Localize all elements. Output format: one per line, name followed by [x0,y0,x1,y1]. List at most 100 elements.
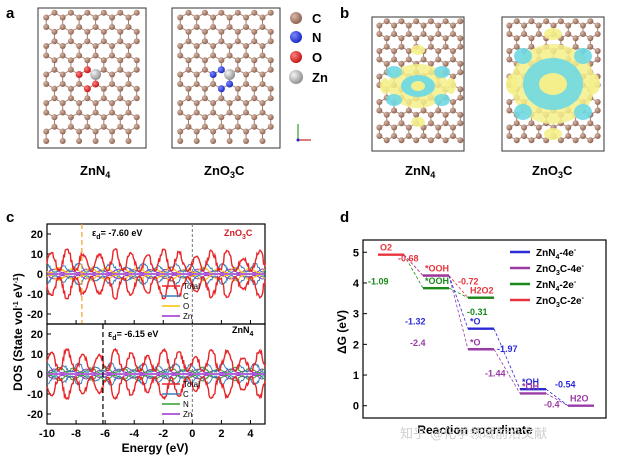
carbon-atom [267,66,274,73]
y-tick-label: 4 [353,278,360,290]
carbon-atom [67,66,74,73]
carbon-atom [398,43,405,50]
carbon-atom [376,99,383,105]
carbon-atom [259,128,266,135]
carbon-atom [457,94,464,101]
carbon-atom [587,35,594,42]
carbon-atom [210,14,217,21]
carbon-atom [457,18,464,25]
carbon-atom [587,18,594,25]
connector [545,388,569,407]
carbon-atom [201,95,208,102]
zno3c-charge-isosurface [506,28,600,140]
carbon-atom [405,133,412,139]
carbon-atom [435,107,442,114]
carbon-atom [376,22,383,29]
carbon-atom [557,137,564,144]
carbon-atom [185,66,192,73]
carbon-atom [457,69,464,76]
level-label: *O [470,337,481,347]
carbon-atom [133,85,140,92]
carbon-atom [251,9,258,16]
carbon-atom [177,43,184,49]
carbon-atom [435,56,442,63]
y-tick-label: 20 [31,329,43,341]
y-tick-label: 0 [37,269,43,281]
carbon-atom [133,95,140,102]
y-tick-label: 0 [353,401,359,413]
carbon-atom [51,123,58,130]
carbon-atom [420,22,427,29]
carbon-atom [449,31,456,37]
carbon-atom [201,38,208,45]
carbon-atom [201,57,208,64]
panel-b-label: b [340,5,349,22]
carbon-atom [185,123,192,130]
y-tick-label: 10 [31,349,43,361]
carbon-atom [427,111,434,118]
carbon-atom [109,71,116,78]
carbon-atom [193,128,200,135]
dos-series-c-up [46,262,266,274]
carbon-atom [587,120,594,127]
carbon-atom [579,133,586,139]
carbon-atom [67,38,74,45]
y-tick-label: 0 [37,369,43,381]
level-label: *OH [522,377,539,387]
carbon-atom [125,100,132,106]
carbon-atom [59,138,66,144]
panel-b-caption-znn4: ZnN4 [405,163,435,180]
carbon-atom [449,107,456,114]
carbon-atom [391,22,398,29]
carbon-atom [267,28,274,35]
carbon-atom [125,81,132,87]
carbon-atom [76,128,83,135]
element-legend: C N O Zn [289,11,328,85]
carbon-atom [251,123,258,130]
carbon-atom [391,124,398,131]
carbon-atom [251,95,258,102]
carbon-atom [117,57,124,64]
carbon-atom [383,35,390,42]
top-d-band-center-label: εd= -7.60 eV [92,228,142,241]
carbon-atom [67,95,74,102]
legend-o: O [312,50,322,65]
carbon-atom [243,14,250,21]
dopant-atom [217,66,225,74]
carbon-atom [43,52,50,59]
level-label: *OH [522,381,539,391]
carbon-atom [133,57,140,64]
legend-zn: Zn [312,70,328,85]
carbon-atom [267,123,274,130]
carbon-atom [251,114,258,121]
dopant-atom [209,71,217,78]
legend-label-zn: Zn [183,410,192,419]
carbon-atom [521,124,528,131]
carbon-atom [413,35,420,42]
carbon-atom [243,24,250,30]
carbon-atom [226,109,233,116]
carbon-atom [572,43,579,50]
carbon-atom [513,35,520,42]
dopant-atom [83,85,91,93]
carbon-atom [201,66,208,73]
carbon-atom [449,22,456,29]
carbon-atom [506,48,513,54]
carbon-atom [100,114,107,121]
dos-series-total-down [46,274,266,300]
zinc-atom [224,69,236,80]
carbon-atom [579,31,586,37]
carbon-atom [51,9,58,16]
carbon-atom [535,133,542,139]
carbon-atom [535,22,542,29]
carbon-atom [76,14,83,21]
x-tick-label: -2 [158,428,168,440]
carbon-atom [259,109,266,116]
carbon-atom [594,124,601,131]
carbon-atom [442,43,449,50]
panel-c-label: c [6,209,14,226]
carbon-atom [84,9,91,16]
carbon-atom [226,128,233,135]
carbon-atom [565,22,572,29]
carbon-atom [226,100,233,106]
